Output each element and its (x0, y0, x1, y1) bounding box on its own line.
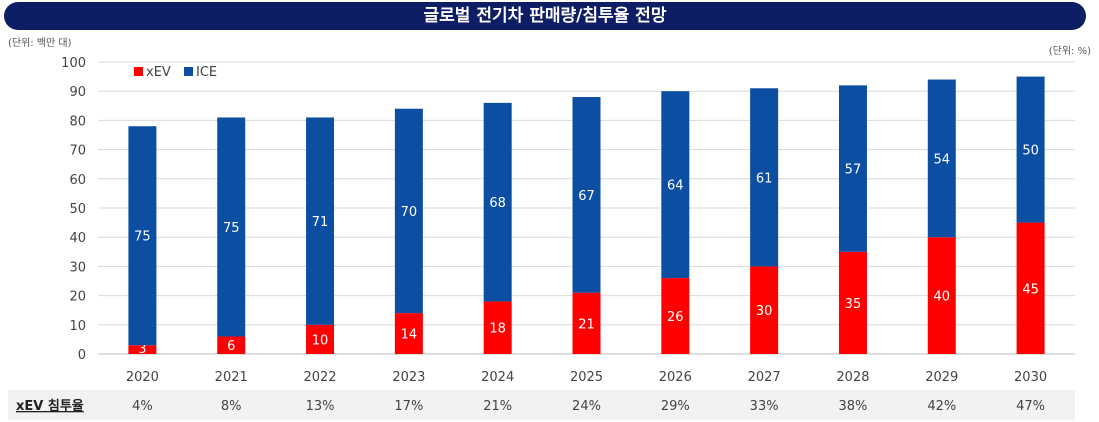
x-tick-label: 2022 (303, 370, 336, 385)
penetration-value: 29% (661, 399, 690, 414)
data-label: 70 (401, 205, 418, 220)
bar-ice (128, 126, 157, 346)
penetration-row (8, 390, 1075, 420)
penetration-value: 38% (839, 399, 868, 414)
bar-xev (750, 266, 779, 354)
bar-xev (927, 237, 956, 354)
penetration-value: 33% (750, 399, 779, 414)
data-label: 21 (578, 317, 595, 332)
data-label: 26 (667, 310, 684, 325)
penetration-value: 8% (221, 399, 242, 414)
bar-xev (661, 278, 690, 354)
bar-ice (306, 117, 335, 325)
y-tick-label: 40 (69, 231, 86, 246)
bar-ice (1016, 76, 1045, 223)
x-tick-label: 2028 (836, 370, 869, 385)
y-tick-label: 100 (61, 56, 86, 71)
bar-xev (483, 301, 512, 354)
bar-xev (128, 345, 157, 354)
bar-ice (927, 79, 956, 238)
bar-ice (483, 102, 512, 302)
data-label: 10 (312, 333, 329, 348)
data-label: 40 (933, 290, 950, 305)
bar-ice (750, 88, 779, 267)
unit-left-label: (단위: 백만 대) (8, 38, 72, 49)
y-tick-label: 70 (69, 144, 86, 159)
x-tick-label: 2030 (1014, 370, 1047, 385)
data-label: 45 (1022, 282, 1039, 297)
legend-swatch (134, 67, 143, 76)
x-tick-label: 2020 (126, 370, 159, 385)
bar-ice (838, 85, 867, 252)
y-tick-label: 30 (69, 260, 86, 275)
y-tick-label: 50 (69, 202, 86, 217)
bar-xev (838, 251, 867, 354)
x-tick-label: 2024 (481, 370, 514, 385)
data-label: 35 (845, 297, 862, 312)
penetration-value: 24% (572, 399, 601, 414)
penetration-value: 4% (132, 399, 153, 414)
bar-xev (572, 292, 601, 354)
x-tick-label: 2027 (748, 370, 781, 385)
y-tick-label: 60 (69, 173, 86, 188)
legend-swatch (184, 67, 193, 76)
bar-ice (217, 117, 246, 337)
bar-ice (394, 108, 423, 314)
legend-label: ICE (196, 65, 217, 80)
x-tick-label: 2021 (215, 370, 248, 385)
y-tick-label: 10 (69, 319, 86, 334)
data-label: 75 (134, 230, 151, 245)
penetration-label: xEV 침투율 (16, 398, 84, 414)
x-tick-label: 2029 (925, 370, 958, 385)
y-tick-label: 90 (69, 85, 86, 100)
bar-xev (394, 313, 423, 354)
penetration-value: 17% (394, 399, 423, 414)
data-label: 68 (489, 196, 506, 211)
penetration-value: 13% (306, 399, 335, 414)
data-label: 6 (227, 339, 235, 354)
data-label: 3 (138, 342, 146, 357)
y-tick-label: 20 (69, 290, 86, 305)
data-label: 14 (401, 328, 418, 343)
bar-xev (306, 324, 335, 354)
data-label: 75 (223, 221, 240, 236)
x-tick-label: 2026 (659, 370, 692, 385)
penetration-value: 21% (483, 399, 512, 414)
legend-label: xEV (146, 65, 171, 80)
penetration-value: 47% (1016, 399, 1045, 414)
bar-xev (1016, 222, 1045, 354)
data-label: 64 (667, 179, 684, 194)
data-label: 71 (312, 215, 329, 230)
unit-right-label: (단위: %) (1048, 46, 1091, 57)
bar-ice (572, 97, 601, 293)
x-tick-label: 2023 (392, 370, 425, 385)
data-label: 30 (756, 304, 773, 319)
penetration-value: 42% (927, 399, 956, 414)
y-tick-label: 0 (78, 348, 86, 363)
data-label: 57 (845, 163, 862, 178)
x-tick-label: 2025 (570, 370, 603, 385)
data-label: 50 (1022, 144, 1039, 159)
data-label: 67 (578, 189, 595, 204)
chart-title: 글로벌 전기차 판매량/침투율 전망 (4, 2, 1086, 30)
data-label: 61 (756, 171, 773, 186)
data-label: 54 (933, 152, 950, 167)
data-label: 18 (489, 322, 506, 337)
y-tick-label: 80 (69, 114, 86, 129)
bar-ice (661, 91, 690, 279)
bar-xev (217, 336, 246, 354)
